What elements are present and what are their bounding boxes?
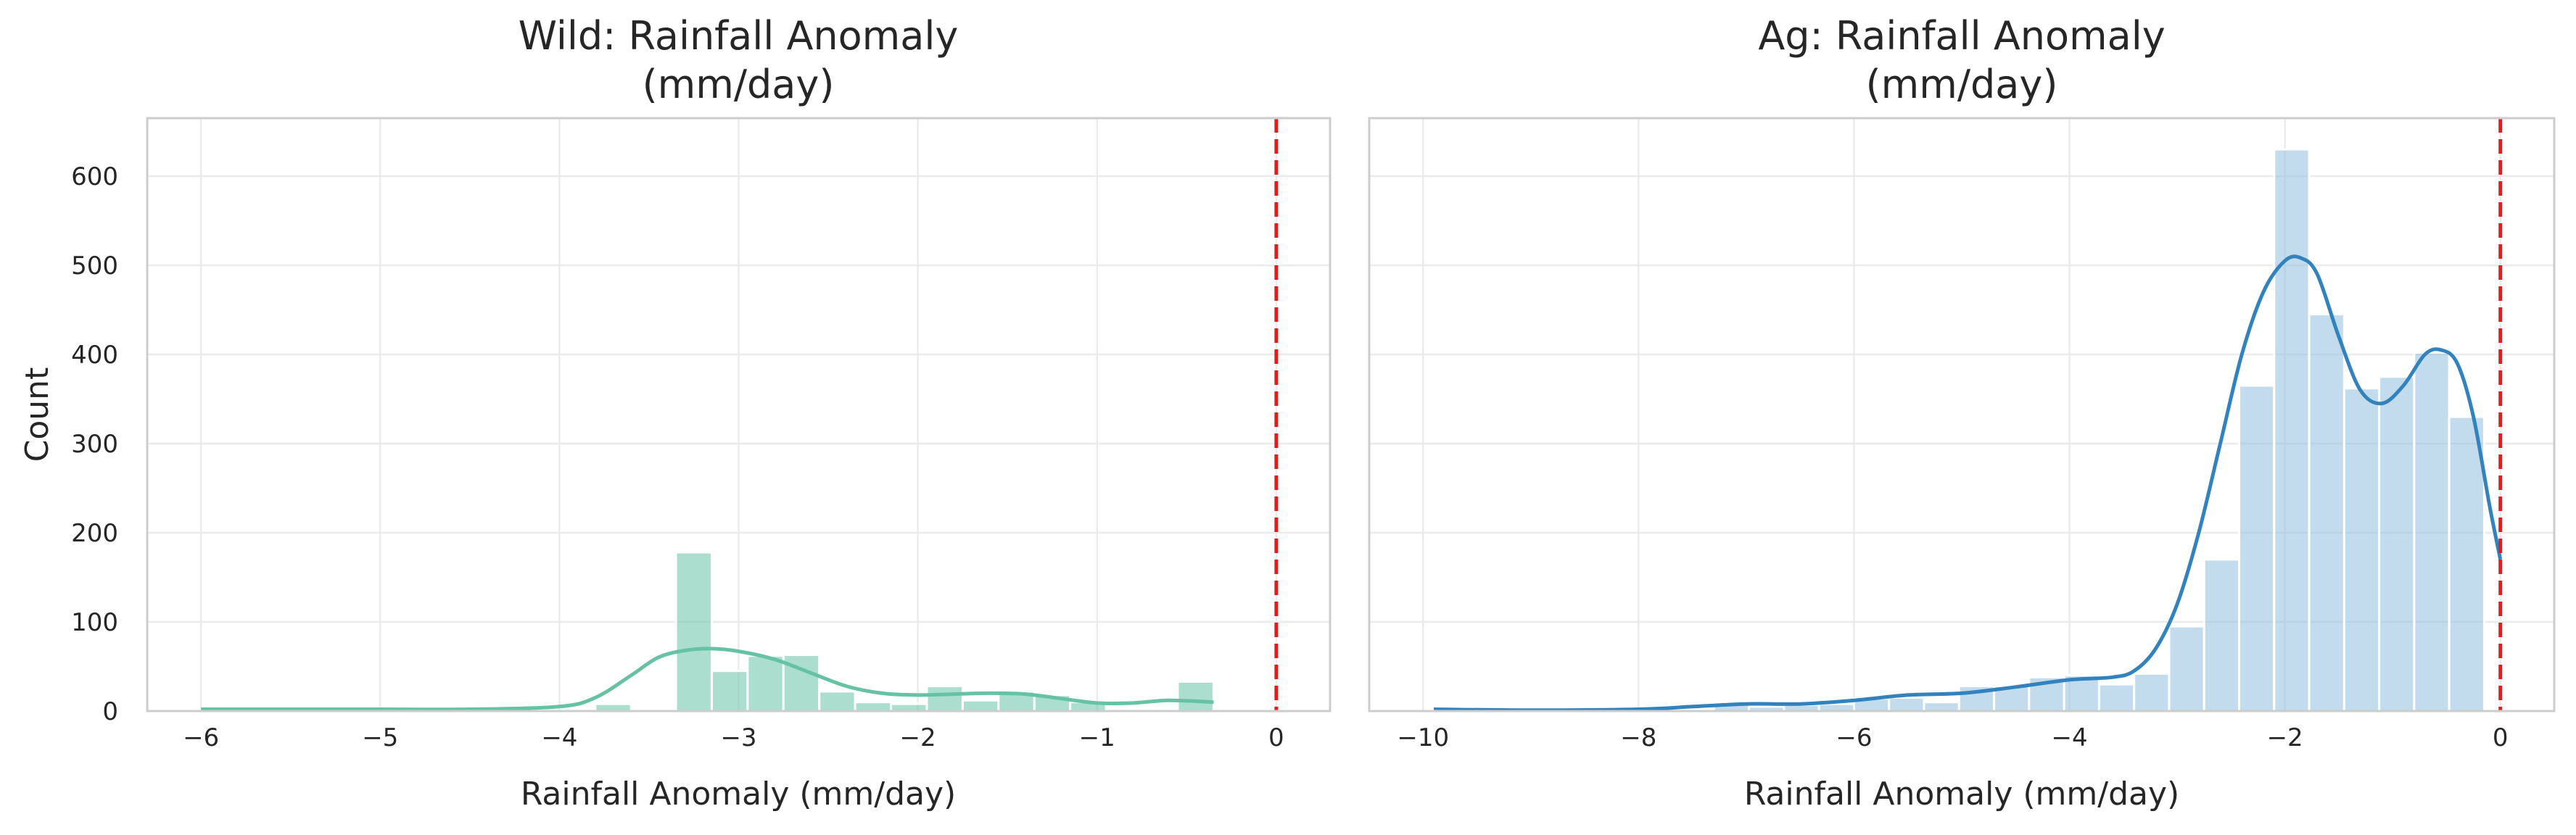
x-tick-labels: −6 −5 −4 −3 −2 −1 0	[183, 723, 1284, 752]
x-tick-label: −1	[1079, 723, 1115, 752]
histogram-bar	[2238, 384, 2276, 713]
histogram-bar	[2413, 352, 2451, 713]
histogram-bar	[2168, 625, 2205, 713]
histogram-bar	[961, 699, 1000, 713]
histogram-bar	[2097, 683, 2136, 713]
x-tick-label: −3	[720, 723, 756, 752]
chart-title-line2: (mm/day)	[643, 62, 835, 107]
histogram-bars	[1432, 148, 2485, 713]
y-tick-label: 500	[71, 252, 118, 281]
grid	[147, 118, 1330, 713]
kde-curve	[201, 647, 1214, 712]
histogram-bar	[2203, 558, 2241, 713]
histogram-bar	[2342, 387, 2381, 713]
histogram-bar	[2308, 313, 2345, 713]
histogram-bar	[2273, 148, 2311, 713]
panel-wild: Wild: Rainfall Anomaly (mm/day) −6 −5 −4 −3…	[19, 13, 1332, 813]
y-tick-label: 200	[71, 519, 118, 548]
y-axis-label: Count	[19, 367, 56, 462]
histogram-bar	[2133, 672, 2171, 713]
kde-curve	[1434, 254, 2503, 713]
y-tick-label: 400	[71, 341, 118, 370]
kde-line	[1434, 254, 2503, 713]
y-tick-label: 0	[102, 697, 118, 726]
chart-title-line2: (mm/day)	[1866, 62, 2058, 107]
histogram-bar	[1888, 697, 1925, 713]
x-tick-label: 0	[1268, 723, 1284, 752]
histogram-bar	[674, 551, 713, 713]
x-tick-label: 0	[2493, 723, 2509, 752]
y-tick-label: 300	[71, 430, 118, 459]
histogram-bar	[1176, 680, 1215, 713]
histogram-bar	[854, 701, 893, 713]
plot-area-frame	[1368, 117, 2556, 713]
histogram-bar	[925, 685, 964, 713]
x-tick-label: −8	[1620, 723, 1656, 752]
x-tick-label: −4	[2051, 723, 2087, 752]
kde-line	[201, 647, 1214, 712]
chart-title-line1: Ag: Rainfall Anomaly	[1758, 13, 2165, 59]
y-tick-labels: 0 100 200 300 400 500 600	[71, 162, 118, 726]
x-tick-label: −6	[1836, 723, 1872, 752]
panel-ag: Ag: Rainfall Anomaly (mm/day) −10 −8 −6 −4−…	[1368, 13, 2556, 813]
x-tick-labels: −10 −8 −6 −4 −2 0	[1397, 723, 2508, 752]
plot-area-frame	[146, 117, 1332, 713]
x-tick-label: −2	[2267, 723, 2303, 752]
x-tick-label: −4	[541, 723, 577, 752]
histogram-bar	[2378, 375, 2416, 713]
x-axis-label: Rainfall Anomaly (mm/day)	[521, 776, 956, 813]
x-tick-label: −5	[362, 723, 398, 752]
y-tick-label: 600	[71, 162, 118, 191]
histogram-bar	[746, 655, 785, 713]
histogram-bars	[199, 551, 1215, 713]
histogram-bar	[1923, 701, 1960, 713]
y-tick-label: 100	[71, 608, 118, 637]
x-tick-label: −10	[1397, 723, 1449, 752]
chart-title-line1: Wild: Rainfall Anomaly	[519, 13, 959, 59]
x-tick-label: −6	[183, 723, 219, 752]
x-tick-label: −2	[900, 723, 936, 752]
histogram-bar	[818, 690, 856, 713]
histogram-bar	[2448, 415, 2485, 713]
histogram-bar	[710, 670, 749, 713]
x-axis-label: Rainfall Anomaly (mm/day)	[1744, 776, 2179, 813]
